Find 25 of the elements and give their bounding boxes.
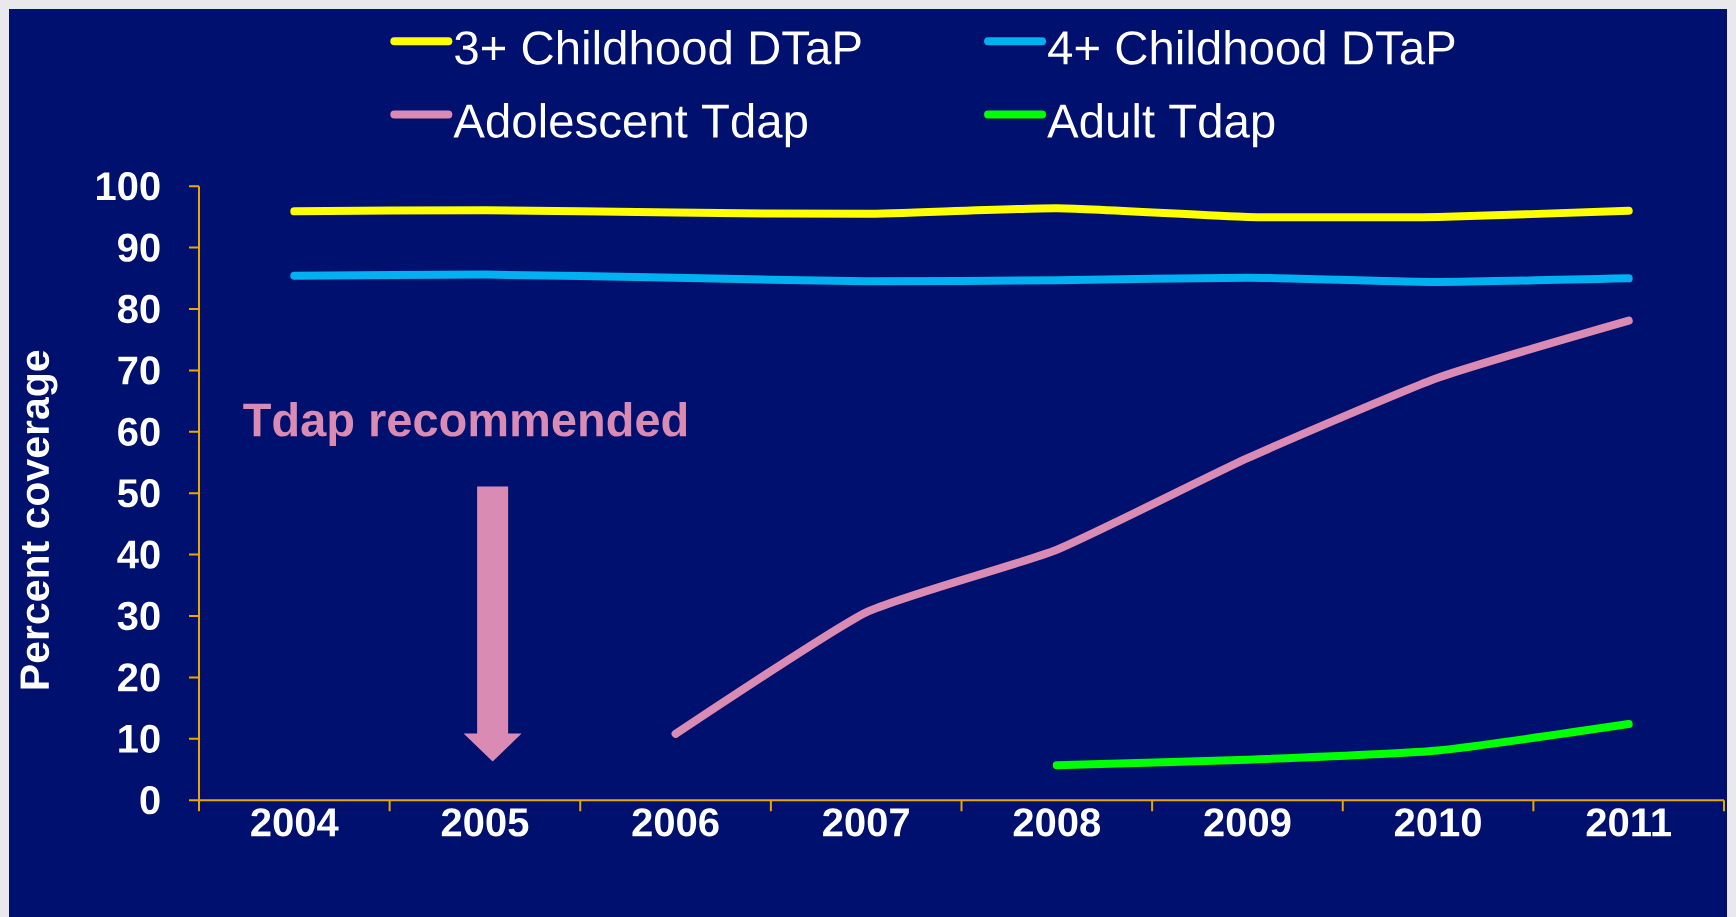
y-tick-label: 30	[117, 601, 160, 631]
x-tick-label: 2010	[1394, 808, 1481, 837]
y-axis-title: Percent coverage	[20, 350, 58, 689]
y-tick-label: 40	[117, 540, 160, 569]
y-tick-label: 10	[119, 724, 160, 753]
y-tick-label: 0	[140, 786, 160, 815]
y-tick-label: 70	[118, 356, 160, 385]
annotation: Tdap recommended	[243, 402, 687, 446]
x-tick-label: 2004	[251, 808, 339, 837]
legend-label: Adolescent Tdap	[453, 103, 807, 148]
y-tick-label: 90	[118, 233, 160, 262]
y-tick-label: 100	[96, 172, 160, 201]
y-tick-label: 80	[117, 294, 160, 324]
y-tick-label: 50	[117, 479, 160, 508]
legend-label: 4+ Childhood DTaP	[1048, 29, 1455, 65]
y-tick-label: 20	[118, 663, 160, 692]
legend-label: 3+ Childhood DTaP	[455, 29, 861, 65]
x-tick-label: 2006	[632, 808, 719, 837]
x-tick-label: 2011	[1586, 808, 1671, 837]
legend-label: Adult Tdap	[1047, 103, 1275, 148]
x-tick-label: 2005	[441, 808, 529, 837]
x-tick-label: 2009	[1204, 808, 1291, 837]
y-tick-label: 60	[118, 417, 160, 446]
x-tick-label: 2008	[1013, 808, 1101, 837]
x-tick-label: 2007	[823, 808, 909, 837]
